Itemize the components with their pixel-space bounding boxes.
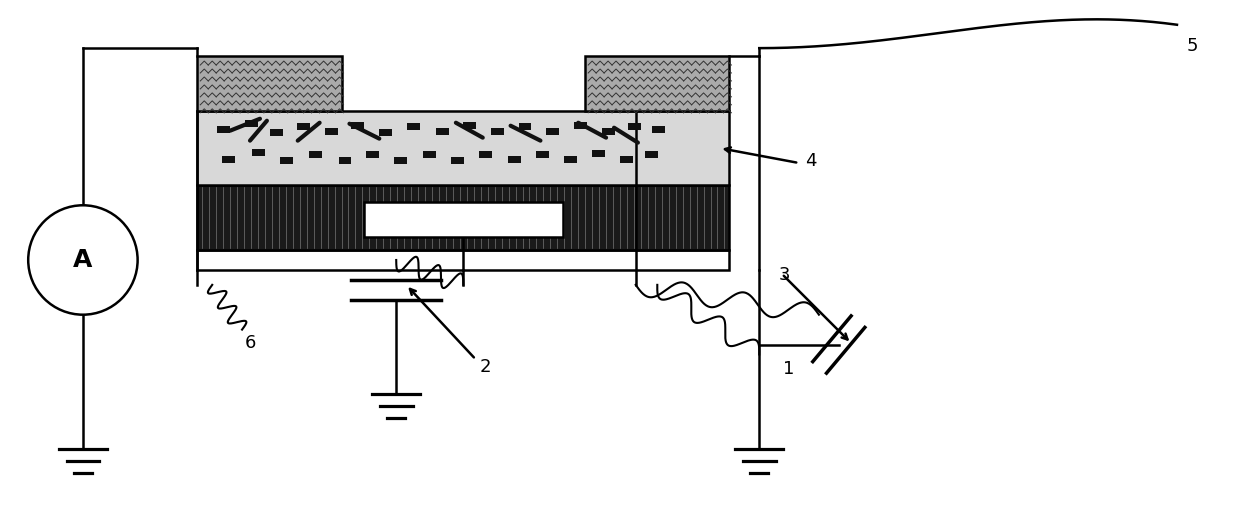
Bar [585,56,729,111]
Bar [620,156,632,163]
Bar [652,126,665,133]
Bar [296,123,310,130]
Bar [423,150,436,158]
Bar [197,250,729,270]
Bar [574,122,588,129]
Bar [217,126,231,133]
Bar [645,150,657,158]
Bar [309,150,321,158]
Bar [507,156,521,163]
Bar [463,122,476,129]
Bar [603,128,615,134]
Text: A: A [73,248,93,272]
Bar [222,156,236,163]
Text: 6: 6 [244,334,255,352]
Circle shape [29,205,138,315]
Bar [537,150,549,158]
Bar [280,157,293,163]
Text: 1: 1 [784,360,795,379]
Bar [547,128,559,134]
Bar [491,128,503,134]
Bar [593,149,605,157]
Bar [339,157,351,163]
Bar [197,185,729,250]
Bar [479,150,492,158]
Text: 5: 5 [1187,37,1198,55]
Bar [407,123,420,130]
Bar [394,157,407,163]
Bar [351,122,365,129]
Bar [270,129,283,135]
Bar [325,128,337,134]
Bar [363,201,563,237]
Bar [197,111,729,185]
Bar [379,129,392,135]
Bar [436,128,449,134]
Text: 2: 2 [480,358,491,376]
Bar [518,123,532,130]
Bar [252,149,265,156]
Bar [366,150,379,158]
Text: 3: 3 [779,266,790,284]
Text: 4: 4 [805,152,817,170]
Bar [451,157,464,163]
Bar [246,120,258,127]
Bar [197,56,341,111]
Bar [627,123,641,130]
Bar [564,156,578,163]
